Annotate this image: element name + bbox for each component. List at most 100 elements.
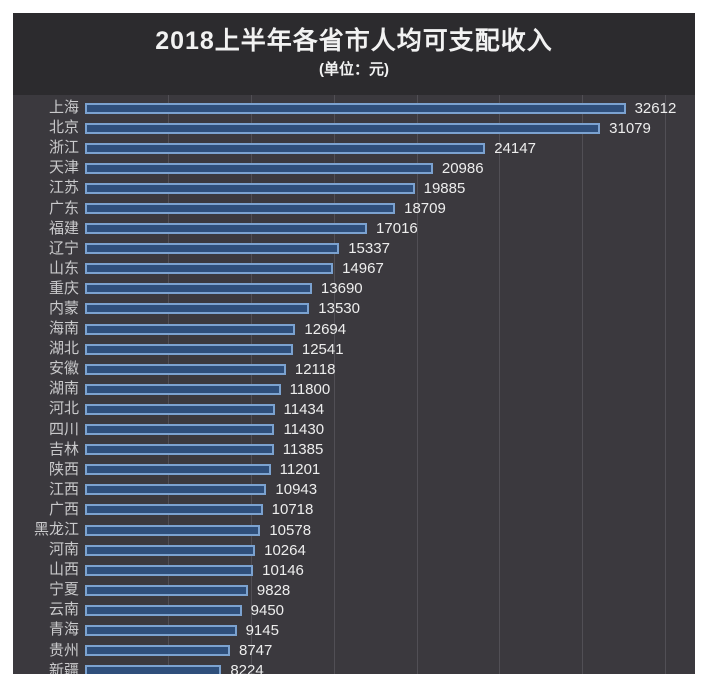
bar-zone: 11434	[85, 401, 695, 418]
value-label: 11201	[279, 461, 321, 479]
value-label: 9145	[245, 621, 279, 639]
bar-zone: 10943	[85, 481, 695, 498]
bar-row: 浙江 24147	[13, 138, 695, 158]
value-label: 13530	[318, 300, 360, 318]
value-label: 14967	[342, 260, 384, 278]
value-bar	[85, 444, 274, 456]
bar-zone: 31079	[85, 120, 695, 137]
value-bar	[85, 142, 486, 154]
bar-row: 青海 9145	[13, 620, 695, 640]
value-label: 8224	[230, 662, 264, 674]
chart-title: 2018上半年各省市人均可支配收入	[155, 27, 553, 55]
bar-zone: 24147	[85, 140, 695, 157]
category-label: 陕西	[48, 460, 79, 478]
gridline	[499, 95, 501, 674]
value-bar	[85, 424, 275, 436]
bar-zone: 12541	[85, 341, 695, 358]
value-label: 10943	[275, 481, 318, 499]
category-label: 山东	[48, 259, 79, 277]
value-label: 11385	[282, 441, 324, 459]
bar-zone: 9145	[85, 622, 695, 639]
value-bar	[85, 383, 281, 395]
bar-zone: 13530	[85, 300, 695, 317]
bar-row: 江苏 19885	[13, 178, 695, 198]
bar-zone: 14967	[85, 260, 695, 277]
category-label: 湖南	[48, 380, 79, 398]
category-label: 北京	[48, 119, 79, 137]
bar-zone: 13690	[85, 280, 695, 297]
value-bar	[85, 323, 296, 335]
bar-row: 山东 14967	[13, 259, 695, 279]
plot-area: 上海 32612 北京 31079 浙江 24147 天津 20986 江苏 1…	[13, 95, 695, 674]
category-label: 河南	[48, 541, 79, 559]
value-bar	[85, 665, 222, 674]
value-bar	[85, 504, 263, 516]
bar-zone: 20986	[85, 160, 695, 177]
value-label: 12541	[301, 340, 344, 358]
bar-zone: 9450	[85, 602, 695, 619]
bar-row: 黑龙江 10578	[13, 520, 695, 540]
bar-zone: 11430	[85, 421, 695, 438]
bar-row: 陕西 11201	[13, 460, 695, 480]
value-bar	[85, 624, 237, 636]
bar-zone: 12118	[85, 361, 695, 378]
gridline	[582, 95, 584, 674]
category-label: 宁夏	[48, 581, 79, 599]
bar-zone: 10718	[85, 501, 695, 518]
value-bar	[85, 524, 261, 536]
value-bar	[85, 484, 267, 496]
bar-row: 天津 20986	[13, 158, 695, 178]
category-label: 安徽	[48, 360, 79, 378]
value-bar	[85, 283, 312, 295]
chart-subtitle: (单位：元)	[319, 61, 389, 78]
value-label: 18709	[404, 200, 446, 218]
category-label: 黑龙江	[33, 521, 79, 539]
bar-zone: 11800	[85, 381, 695, 398]
value-label: 10718	[271, 501, 314, 519]
value-bar	[85, 645, 230, 657]
value-label: 10578	[269, 521, 312, 539]
value-bar	[85, 162, 433, 174]
bar-zone: 11385	[85, 441, 695, 458]
bar-zone: 19885	[85, 180, 695, 197]
category-label: 山西	[48, 561, 79, 579]
value-label: 12118	[294, 360, 336, 378]
bar-row: 安徽 12118	[13, 359, 695, 379]
bar-zone: 12694	[85, 321, 695, 338]
value-label: 20986	[441, 159, 484, 177]
category-label: 新疆	[48, 661, 79, 674]
bar-row: 江西 10943	[13, 480, 695, 500]
bar-row: 广西 10718	[13, 500, 695, 520]
category-label: 上海	[48, 99, 79, 117]
value-label: 11434	[283, 400, 325, 418]
value-label: 10264	[264, 541, 306, 559]
bar-row: 吉林 11385	[13, 440, 695, 460]
category-label: 吉林	[48, 440, 79, 458]
category-label: 内蒙	[48, 299, 79, 317]
value-label: 9828	[256, 581, 291, 599]
category-label: 河北	[48, 400, 79, 418]
category-label: 辽宁	[48, 239, 79, 257]
category-label: 重庆	[48, 279, 79, 297]
category-label: 江西	[48, 480, 79, 498]
bar-row: 河南 10264	[13, 540, 695, 560]
bar-zone: 11201	[85, 461, 695, 478]
value-bar	[85, 564, 254, 576]
value-bar	[85, 203, 396, 215]
value-bar	[85, 122, 601, 134]
category-label: 海南	[48, 320, 79, 338]
value-bar	[85, 343, 293, 355]
category-label: 广东	[48, 199, 79, 217]
bar-row: 云南 9450	[13, 600, 695, 620]
value-label: 11430	[283, 421, 325, 439]
value-bar	[85, 464, 271, 476]
value-label: 24147	[494, 139, 536, 157]
bar-row: 海南 12694	[13, 319, 695, 339]
category-label: 青海	[48, 621, 79, 639]
value-label: 11800	[289, 380, 331, 398]
value-label: 31079	[609, 119, 651, 137]
bar-row: 宁夏 9828	[13, 580, 695, 600]
bar-zone: 8224	[85, 662, 695, 674]
bar-row: 贵州 8747	[13, 641, 695, 661]
